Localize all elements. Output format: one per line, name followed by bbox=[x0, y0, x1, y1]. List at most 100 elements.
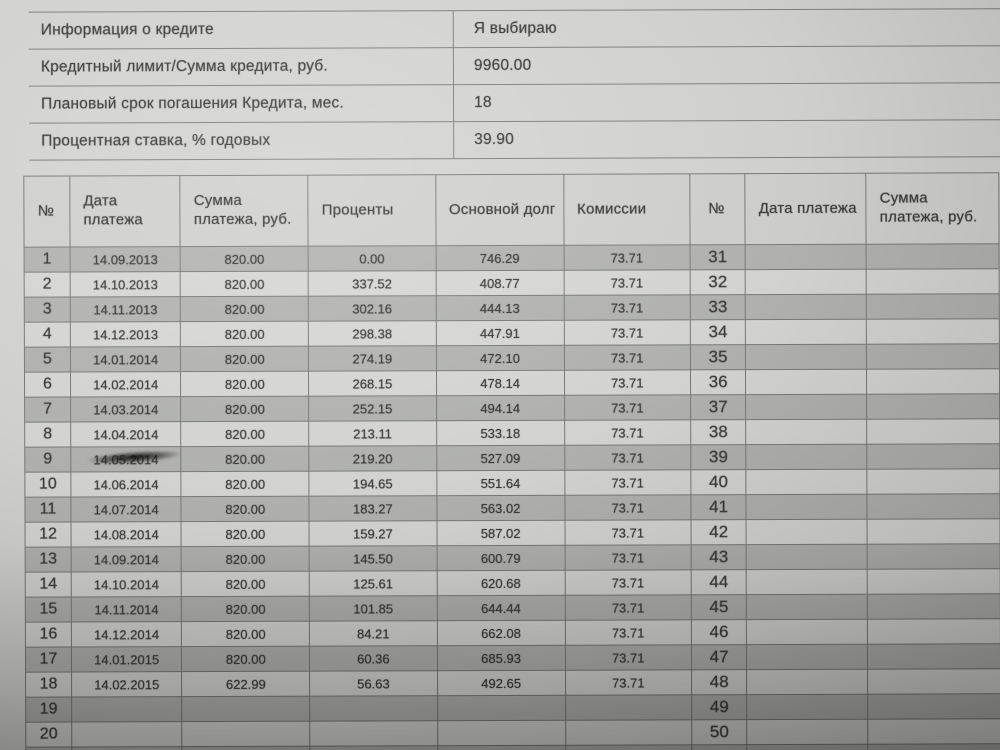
cell-num: 12 bbox=[25, 521, 72, 548]
info-row: Плановый срок погашения Кредита, мес. 18 bbox=[28, 82, 1000, 124]
cell-interest: 252.15 bbox=[308, 395, 437, 422]
cell-amount2 bbox=[867, 593, 1000, 620]
cell-interest: 274.19 bbox=[308, 345, 436, 372]
cell-num: 4 bbox=[24, 321, 71, 348]
cell-num2: 36 bbox=[690, 369, 746, 395]
cell-date2 bbox=[745, 344, 867, 370]
cell-num2: 40 bbox=[690, 469, 747, 495]
cell-amount2 bbox=[866, 268, 1000, 295]
cell-interest: 298.38 bbox=[308, 320, 436, 347]
cell-fees: 73.71 bbox=[563, 269, 691, 296]
cell-fees: 73.71 bbox=[565, 669, 692, 696]
cell-principal: 587.02 bbox=[436, 520, 565, 546]
cell-principal: 492.65 bbox=[437, 670, 566, 696]
cell-fees: 73.71 bbox=[564, 344, 691, 371]
cell-amount: 622.99 bbox=[181, 671, 310, 697]
cell-amount2 bbox=[867, 543, 1000, 570]
cell-date: 14.11.2014 bbox=[71, 596, 182, 622]
cell-amount: 820.00 bbox=[180, 371, 309, 397]
info-label: Плановый срок погашения Кредита, мес. bbox=[28, 84, 454, 124]
cell-amount: 820.00 bbox=[180, 346, 309, 372]
cell-principal: 685.93 bbox=[436, 645, 566, 671]
cell-amount: 820.00 bbox=[181, 496, 310, 522]
cell-fees: 73.71 bbox=[564, 394, 691, 421]
cell-num: 10 bbox=[24, 471, 71, 498]
cell-num: 20 bbox=[25, 721, 72, 748]
column-header-interest: Проценты bbox=[308, 174, 436, 247]
cell-amount: 820.00 bbox=[180, 321, 309, 347]
cell-date2 bbox=[746, 619, 868, 645]
info-value: 18 bbox=[453, 82, 1000, 122]
cell-num2: 39 bbox=[690, 444, 747, 470]
cell-date: 14.12.2014 bbox=[71, 621, 182, 647]
cell-interest: 183.27 bbox=[309, 495, 437, 522]
cell-num2: 45 bbox=[691, 594, 747, 620]
cell-amount2 bbox=[866, 318, 1000, 345]
cell-fees: 73.71 bbox=[564, 369, 691, 396]
cell-num2: 31 bbox=[689, 244, 746, 270]
cell-num2: 49 bbox=[691, 694, 748, 720]
cell-num2: 43 bbox=[690, 544, 747, 570]
cell-amount2 bbox=[866, 368, 1000, 395]
cell-principal: 746.29 bbox=[435, 245, 564, 271]
cell-fees: 73.71 bbox=[565, 644, 692, 671]
cell-fees bbox=[565, 744, 692, 750]
cell-date: 14.08.2014 bbox=[70, 521, 182, 547]
cell-num2: 37 bbox=[690, 394, 746, 420]
cell-num: 13 bbox=[25, 546, 72, 573]
cell-num2: 51 bbox=[691, 744, 748, 750]
table-row: 20 50 bbox=[25, 718, 1000, 748]
cell-amount bbox=[182, 721, 311, 747]
info-label: Информация о кредите bbox=[28, 10, 454, 50]
cell-amount2 bbox=[867, 568, 1000, 595]
cell-principal: 444.13 bbox=[435, 295, 564, 321]
column-header-num: № bbox=[23, 176, 70, 248]
cell-interest: 125.61 bbox=[309, 570, 437, 597]
cell-amount2 bbox=[866, 243, 1000, 270]
cell-amount: 820.00 bbox=[181, 621, 310, 647]
cell-principal: 447.91 bbox=[435, 320, 565, 346]
cell-amount2 bbox=[867, 468, 1000, 495]
cell-principal: 533.18 bbox=[436, 420, 565, 446]
cell-date2 bbox=[746, 594, 868, 620]
cell-date: 14.02.2015 bbox=[71, 671, 183, 697]
cell-amount2 bbox=[867, 443, 1000, 470]
cell-date: 14.07.2014 bbox=[70, 496, 182, 522]
cell-date: 14.11.2013 bbox=[70, 296, 181, 322]
cell-num: 18 bbox=[25, 671, 72, 698]
cell-amount2 bbox=[867, 518, 1000, 545]
cell-interest: 268.15 bbox=[308, 370, 437, 397]
cell-principal: 551.64 bbox=[436, 470, 565, 496]
cell-num2: 33 bbox=[690, 294, 746, 320]
info-label: Процентная ставка, % годовых bbox=[29, 121, 454, 161]
cell-date2 bbox=[746, 444, 868, 470]
cell-interest: 145.50 bbox=[309, 545, 437, 572]
cell-date: 14.01.2015 bbox=[71, 646, 182, 672]
cell-num2: 38 bbox=[690, 419, 747, 445]
cell-principal: 563.02 bbox=[436, 495, 565, 521]
cell-amount2 bbox=[866, 393, 1000, 420]
cell-num2: 48 bbox=[691, 669, 747, 695]
cell-principal: 600.79 bbox=[436, 545, 565, 571]
cell-amount: 820.00 bbox=[181, 471, 310, 497]
cell-date bbox=[71, 696, 183, 722]
cell-num: 2 bbox=[24, 272, 71, 298]
cell-fees: 73.71 bbox=[564, 419, 691, 446]
cell-date2 bbox=[746, 569, 868, 595]
cell-amount2 bbox=[866, 293, 1000, 320]
cell-date2 bbox=[745, 394, 867, 420]
table-row: 6 14.02.2014 820.00 268.15 478.14 73.71 36 bbox=[24, 368, 1000, 398]
cell-fees: 73.71 bbox=[564, 444, 691, 471]
header-row: № Дата платежа Сумма платежа, руб. Проценты… bbox=[23, 172, 1000, 248]
cell-fees: 73.71 bbox=[564, 569, 692, 596]
cell-interest: 60.36 bbox=[309, 645, 438, 672]
cell-amount: 820.00 bbox=[181, 546, 310, 572]
cell-amount: 820.00 bbox=[181, 521, 310, 547]
cell-fees: 73.71 bbox=[563, 244, 690, 271]
cell-date: 14.10.2013 bbox=[70, 271, 181, 297]
table-row: 12 14.08.2014 820.00 159.27 587.02 73.71 42 bbox=[25, 518, 1000, 548]
cell-amount: 820.00 bbox=[180, 396, 309, 422]
cell-num2: 41 bbox=[690, 494, 747, 520]
info-value: Я выбираю bbox=[453, 8, 1000, 48]
